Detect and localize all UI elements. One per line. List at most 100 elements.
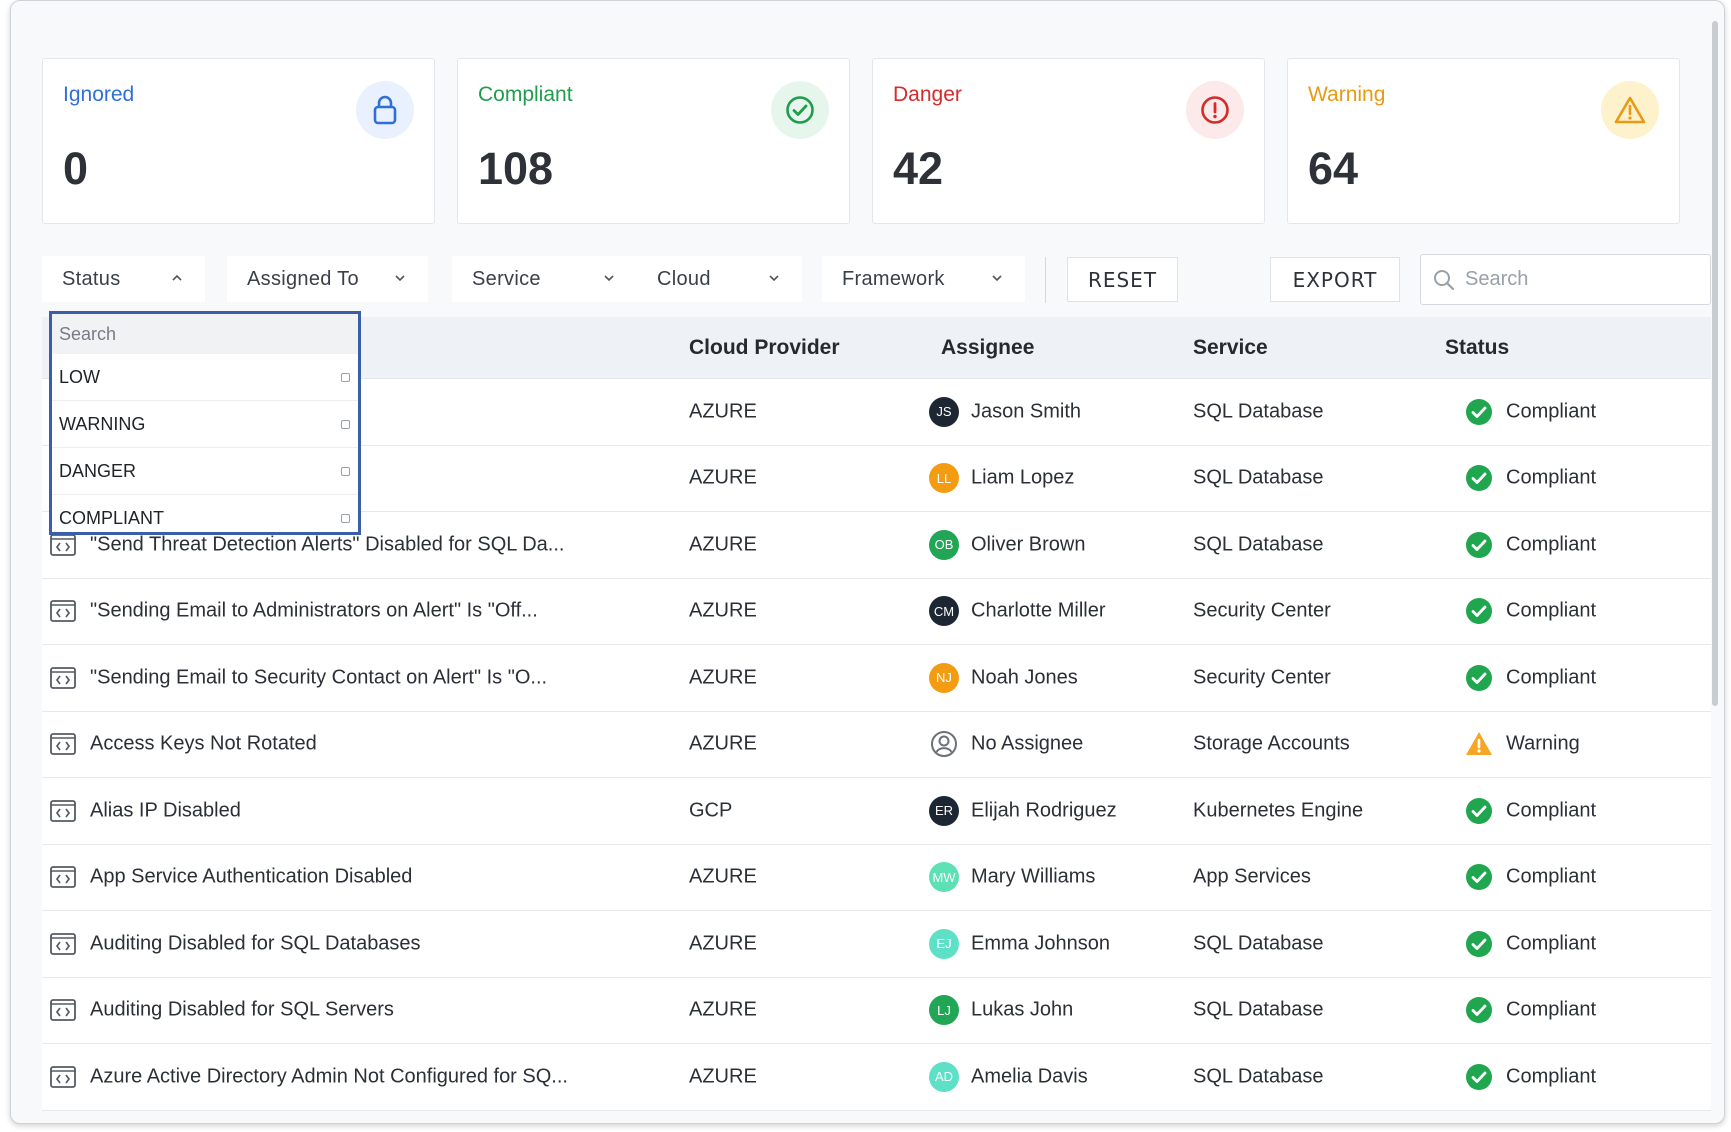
assignee-name[interactable]: Lukas John bbox=[971, 998, 1074, 1021]
table-body: " Disabled for SQL S... AZURE JS Jason S… bbox=[42, 379, 1711, 1111]
checkbox[interactable] bbox=[341, 372, 350, 382]
danger-card[interactable]: Danger 42 bbox=[872, 58, 1265, 224]
option-label: COMPLIANT bbox=[59, 508, 165, 528]
chevron-down-icon bbox=[604, 275, 614, 282]
card-label: Ignored bbox=[63, 83, 135, 106]
assignee-name[interactable]: Emma Johnson bbox=[971, 932, 1110, 955]
service-name: Kubernetes Engine bbox=[1193, 799, 1364, 822]
service-filter[interactable]: Service bbox=[452, 256, 637, 302]
filter-label: Assigned To bbox=[247, 267, 359, 290]
cloud-provider: AZURE bbox=[689, 1065, 757, 1088]
option-label: LOW bbox=[59, 366, 101, 387]
assignee-name[interactable]: Oliver Brown bbox=[971, 533, 1086, 556]
status-text: Compliant bbox=[1506, 865, 1597, 888]
avatar: LJ bbox=[929, 995, 959, 1026]
cloud-provider: AZURE bbox=[689, 998, 757, 1021]
table-row[interactable]: "Sending Email to Security Contact on Al… bbox=[42, 645, 1711, 712]
status-text: Compliant bbox=[1506, 466, 1597, 489]
status-text: Compliant bbox=[1506, 932, 1597, 955]
avatar: AD bbox=[929, 1061, 959, 1092]
search-icon bbox=[1434, 269, 1455, 290]
dropdown-option-danger[interactable]: DANGER bbox=[52, 448, 358, 495]
assignee-name[interactable]: Liam Lopez bbox=[971, 466, 1075, 489]
code-icon bbox=[50, 999, 76, 1022]
service-name: SQL Database bbox=[1193, 400, 1324, 423]
service-name: SQL Database bbox=[1193, 533, 1324, 556]
export-button[interactable]: EXPORT bbox=[1270, 257, 1400, 302]
avatar: NJ bbox=[929, 662, 959, 693]
search-box[interactable] bbox=[1420, 254, 1711, 305]
header-status[interactable]: Status bbox=[1445, 336, 1510, 359]
policy-name[interactable]: "Send Threat Detection Alerts" Disabled … bbox=[90, 533, 565, 556]
search-input[interactable] bbox=[1465, 268, 1695, 291]
header-cloud-provider[interactable]: Cloud Provider bbox=[689, 336, 840, 359]
table-row[interactable]: Alias IP Disabled GCP ER Elijah Rodrigue… bbox=[42, 778, 1711, 845]
table-row[interactable]: Access Keys Not Rotated AZURE No Assigne… bbox=[42, 711, 1711, 778]
table-row[interactable]: Auditing Disabled for SQL Databases AZUR… bbox=[42, 911, 1711, 978]
dropdown-search-input[interactable]: Search bbox=[52, 314, 358, 354]
policy-name[interactable]: Azure Active Directory Admin Not Configu… bbox=[90, 1065, 568, 1088]
status-text: Warning bbox=[1506, 732, 1580, 755]
header-service[interactable]: Service bbox=[1193, 336, 1268, 359]
header-assignee[interactable]: Assignee bbox=[941, 336, 1035, 359]
avatar: ER bbox=[929, 795, 959, 826]
assignee-name[interactable]: Charlotte Miller bbox=[971, 599, 1106, 622]
cloud-provider: AZURE bbox=[689, 666, 757, 689]
assignee-name[interactable]: No Assignee bbox=[971, 732, 1084, 755]
compliant-card[interactable]: Compliant 108 bbox=[457, 58, 850, 224]
check-circle-icon bbox=[771, 81, 829, 139]
checkbox[interactable] bbox=[341, 466, 350, 476]
cloud-provider: AZURE bbox=[689, 400, 757, 423]
dropdown-option-warning[interactable]: WARNING bbox=[52, 401, 358, 448]
check-circle-icon bbox=[1466, 930, 1492, 957]
warning-card[interactable]: Warning 64 bbox=[1287, 58, 1680, 224]
option-label: DANGER bbox=[59, 460, 137, 481]
assignee-name[interactable]: Elijah Rodriguez bbox=[971, 799, 1117, 822]
app-window: Ignored 0 Compliant 108 Danger 42 Warnin… bbox=[10, 0, 1725, 1124]
policy-name[interactable]: Auditing Disabled for SQL Databases bbox=[90, 932, 421, 955]
table-row[interactable]: App Service Authentication Disabled AZUR… bbox=[42, 844, 1711, 911]
checkbox[interactable] bbox=[341, 419, 350, 429]
assignee-name[interactable]: Noah Jones bbox=[971, 666, 1078, 689]
checkbox[interactable] bbox=[341, 514, 350, 523]
check-circle-icon bbox=[1466, 797, 1492, 824]
service-name: SQL Database bbox=[1193, 1065, 1324, 1088]
assigned-to-filter[interactable]: Assigned To bbox=[227, 256, 428, 302]
reset-button[interactable]: RESET bbox=[1067, 257, 1178, 302]
table-row[interactable]: Azure Active Directory Admin Not Configu… bbox=[42, 1044, 1711, 1111]
dropdown-option-low[interactable]: LOW bbox=[52, 354, 358, 401]
service-name: Storage Accounts bbox=[1193, 732, 1350, 755]
filter-label: Status bbox=[62, 267, 121, 290]
filter-divider bbox=[1045, 257, 1046, 303]
code-icon bbox=[50, 1065, 76, 1088]
status-filter[interactable]: Status bbox=[42, 256, 205, 302]
summary-cards: Ignored 0 Compliant 108 Danger 42 Warnin… bbox=[42, 58, 1680, 224]
cloud-provider: AZURE bbox=[689, 466, 757, 489]
assignee-name[interactable]: Jason Smith bbox=[971, 400, 1082, 423]
policy-name[interactable]: App Service Authentication Disabled bbox=[90, 865, 413, 888]
policy-name[interactable]: Alias IP Disabled bbox=[90, 799, 241, 822]
table-row[interactable]: Auditing Disabled for SQL Servers AZURE … bbox=[42, 977, 1711, 1044]
card-value: 108 bbox=[478, 143, 554, 194]
status-text: Compliant bbox=[1506, 533, 1597, 556]
cloud-filter[interactable]: Cloud bbox=[637, 256, 802, 302]
table-row[interactable]: "Sending Email to Administrators on Aler… bbox=[42, 578, 1711, 645]
policy-name[interactable]: "Sending Email to Administrators on Aler… bbox=[90, 599, 538, 622]
assignee-name[interactable]: Amelia Davis bbox=[971, 1065, 1088, 1088]
filter-label: Framework bbox=[842, 267, 945, 290]
framework-filter[interactable]: Framework bbox=[822, 256, 1025, 302]
check-circle-icon bbox=[1466, 997, 1492, 1024]
policy-name[interactable]: Auditing Disabled for SQL Servers bbox=[90, 998, 394, 1021]
chevron-down-icon bbox=[395, 275, 405, 282]
policy-name[interactable]: "Sending Email to Security Contact on Al… bbox=[90, 666, 548, 689]
scrollbar[interactable] bbox=[1712, 21, 1718, 706]
service-name: SQL Database bbox=[1193, 932, 1324, 955]
check-circle-icon bbox=[1466, 664, 1492, 691]
chevron-down-icon bbox=[992, 275, 1002, 282]
ignored-card[interactable]: Ignored 0 bbox=[42, 58, 435, 224]
dropdown-option-compliant[interactable]: COMPLIANT bbox=[52, 495, 358, 542]
code-icon bbox=[50, 866, 76, 889]
assignee-name[interactable]: Mary Williams bbox=[971, 865, 1096, 888]
policy-name[interactable]: Access Keys Not Rotated bbox=[90, 732, 317, 755]
chevron-down-icon bbox=[769, 275, 779, 282]
